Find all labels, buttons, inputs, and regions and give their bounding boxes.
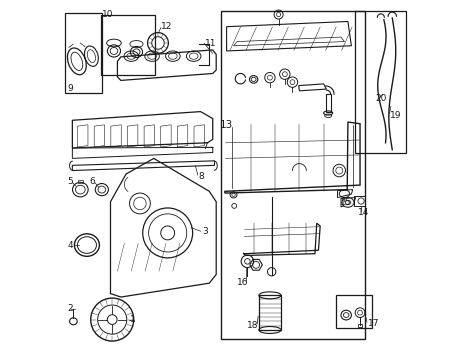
Text: 8: 8 [199,172,205,181]
Text: 7: 7 [202,142,208,151]
Text: 14: 14 [357,208,369,217]
Bar [221,11,365,339]
Text: 5: 5 [67,177,73,186]
Bar [354,196,365,206]
Text: 4: 4 [68,240,73,250]
Text: 20: 20 [375,94,386,103]
Bar [101,15,155,75]
Text: 11: 11 [205,39,217,48]
Text: 3: 3 [202,227,208,236]
Text: 9: 9 [67,84,73,93]
Text: 12: 12 [162,22,173,31]
Text: 6: 6 [90,177,95,186]
Text: 18: 18 [247,321,259,330]
Text: 13: 13 [219,120,233,130]
Text: 2: 2 [68,304,73,313]
Bar [326,94,331,112]
Bar [78,180,83,183]
Text: 1: 1 [130,315,136,324]
Bar [65,13,102,93]
Text: 16: 16 [237,278,248,287]
Bar [355,11,406,153]
Text: 17: 17 [368,319,380,328]
Bar [336,295,372,328]
Bar [357,324,363,326]
Ellipse shape [342,198,354,207]
Text: 19: 19 [390,111,401,120]
Text: 10: 10 [102,10,113,19]
Text: 15: 15 [339,198,351,207]
